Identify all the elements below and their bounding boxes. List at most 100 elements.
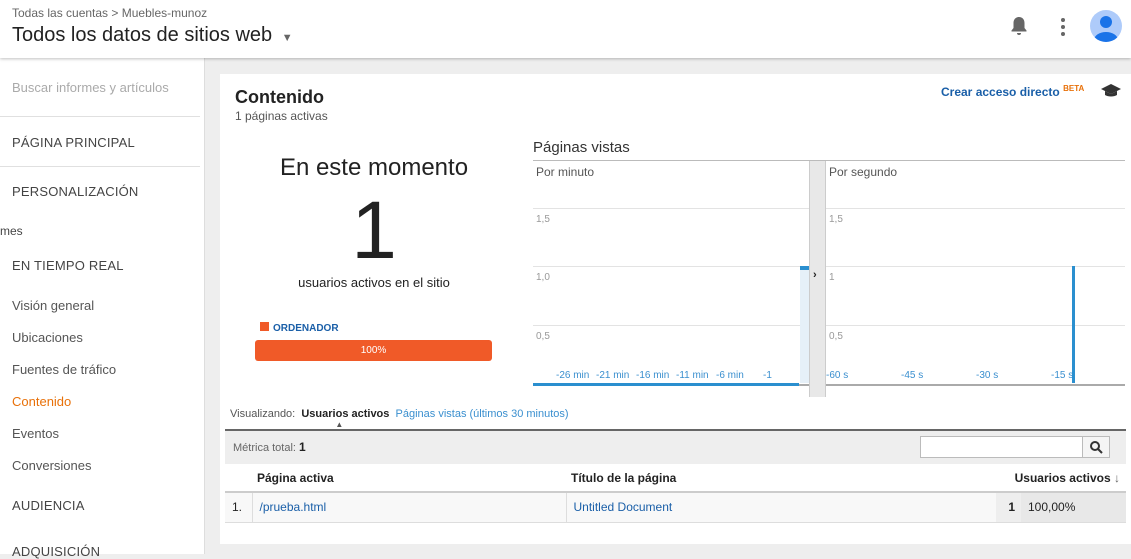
search-input[interactable]: Buscar informes y artículos — [12, 80, 169, 95]
graduation-cap-icon[interactable] — [1100, 82, 1122, 103]
row-percent: 100,00% — [1021, 492, 1126, 522]
more-vert-icon[interactable] — [1055, 16, 1071, 38]
x-tick-label: -11 min — [676, 370, 709, 381]
y-tick-label: 0,5 — [829, 330, 843, 342]
pageviews-title: Páginas vistas — [533, 139, 630, 156]
table-search-input[interactable] — [920, 436, 1083, 458]
bar — [799, 266, 809, 270]
column-header-users[interactable]: Usuarios activos ↓ — [996, 464, 1126, 492]
beta-badge: BETA — [1063, 84, 1085, 93]
per-second-label: Por segundo — [829, 165, 898, 179]
gridline — [533, 324, 809, 326]
sidebar-item-realtime[interactable]: EN TIEMPO REAL — [12, 258, 124, 273]
bar-baseline — [533, 383, 799, 386]
sidebar: Buscar informes y artículos PÁGINA PRINC… — [0, 58, 205, 559]
metric-total-label: Métrica total: — [233, 442, 296, 454]
table-toolbar: Métrica total: 1 — [225, 429, 1126, 464]
x-tick-label: -60 s — [826, 370, 849, 381]
viewing-label: Visualizando: — [230, 408, 296, 420]
per-minute-label: Por minuto — [536, 165, 595, 179]
row-index: 1. — [225, 492, 253, 522]
x-tick-label: -21 min — [596, 370, 630, 381]
sidebar-item-content[interactable]: Contenido — [12, 394, 72, 409]
bar-highlight — [799, 266, 809, 383]
bar — [1071, 266, 1075, 383]
y-tick-label: 1,0 — [536, 272, 550, 283]
now-heading: En este momento — [279, 154, 469, 181]
selected-tab-caret-icon: ▲ — [335, 420, 344, 429]
x-tick-label: -30 s — [976, 370, 999, 381]
caret-down-icon: ▼ — [281, 32, 293, 44]
x-tick-label: -6 min — [716, 370, 744, 381]
active-users-label: usuarios activos en el sitio — [298, 275, 450, 290]
sidebar-item-overview[interactable]: Visión general — [12, 298, 95, 313]
per-second-chart: Por segundo 1,5 1 0,5 -60 s -45 s -30 s -15 s — [826, 161, 1125, 397]
sidebar-item-home[interactable]: PÁGINA PRINCIPAL — [12, 135, 135, 150]
sidebar-item-conversions[interactable]: Conversiones — [12, 458, 92, 473]
gridline — [826, 324, 1125, 326]
x-tick-label: -45 s — [901, 370, 924, 381]
x-tick-label: -26 min — [556, 370, 590, 381]
content-card: Contenido 1 páginas activas Crear acceso… — [220, 74, 1131, 544]
y-tick-label: 0,5 — [536, 330, 550, 342]
metric-total-value: 1 — [299, 440, 306, 454]
sort-arrow-down-icon[interactable]: ↓ — [1114, 470, 1120, 485]
sidebar-item-customization[interactable]: PERSONALIZACIÓN — [12, 184, 139, 199]
metric-total: Métrica total: 1 — [233, 440, 306, 454]
sidebar-item-events[interactable]: Eventos — [12, 426, 59, 441]
viewing-tabs: Visualizando: Usuarios activos ▲ Páginas … — [230, 408, 569, 429]
gridline — [533, 266, 809, 267]
legend-swatch — [260, 322, 269, 331]
avatar[interactable] — [1090, 10, 1122, 42]
sidebar-item-traffic-sources[interactable]: Fuentes de tráfico — [12, 362, 117, 377]
x-tick-label: -15 s — [1051, 370, 1074, 381]
x-tick-label: -16 min — [636, 370, 670, 381]
row-users: 1 — [996, 492, 1021, 522]
data-table: Página activa Título de la página Usuari… — [225, 464, 1126, 523]
gridline — [533, 207, 809, 209]
breadcrumb-root[interactable]: Todas las cuentas — [12, 6, 109, 20]
create-shortcut-link[interactable]: Crear acceso directo BETA — [941, 84, 1084, 99]
sidebar-item-locations[interactable]: Ubicaciones — [12, 330, 83, 345]
x-tick-label: -1 — [763, 370, 772, 381]
tab-pageviews[interactable]: Páginas vistas (últimos 30 minutos) — [395, 408, 569, 420]
column-header-title[interactable]: Título de la página — [571, 470, 677, 485]
search-icon — [1090, 441, 1103, 454]
gridline — [826, 207, 1125, 209]
active-pages-count: 1 páginas activas — [235, 109, 328, 123]
column-header-page[interactable]: Página activa — [257, 470, 334, 485]
device-label: ORDENADOR — [273, 323, 339, 334]
row-title-link[interactable]: Untitled Document — [573, 500, 673, 515]
users-header-label: Usuarios activos — [1014, 470, 1111, 485]
breadcrumb-account[interactable]: Muebles-munoz — [121, 6, 208, 20]
baseline — [826, 384, 1125, 386]
gridline — [826, 266, 1125, 267]
active-users-count: 1 — [351, 185, 397, 276]
table-row: 1. /prueba.html Untitled Document 1 100,… — [225, 492, 1126, 522]
view-selector[interactable]: Todos los datos de sitios web ▼ — [12, 24, 293, 47]
device-legend: ORDENADOR — [260, 322, 339, 334]
page-title: Contenido — [235, 87, 324, 107]
search-button[interactable] — [1082, 436, 1110, 458]
device-progress-fill: 100% — [255, 340, 492, 361]
device-percent: 100% — [360, 345, 387, 356]
chart-expand-handle[interactable]: › — [809, 161, 826, 397]
sidebar-item-reports-partial: mes — [0, 224, 23, 238]
tab-active-users-label: Usuarios activos — [301, 408, 390, 420]
y-tick-label: 1 — [829, 272, 835, 283]
per-minute-chart: Por minuto 1,5 1,0 0,5 -26 min -21 min -16 mi… — [533, 161, 809, 397]
view-title: Todos los datos de sitios web — [12, 24, 273, 46]
sidebar-item-acquisition[interactable]: ADQUISICIÓN — [12, 544, 101, 559]
sidebar-item-audience[interactable]: AUDIENCIA — [12, 498, 85, 513]
device-progress-bar: 100% — [255, 340, 492, 361]
chevron-right-icon: › — [813, 269, 817, 281]
y-tick-label: 1,5 — [536, 213, 550, 225]
breadcrumb: Todas las cuentas > Muebles-munoz — [12, 6, 207, 20]
row-page-link[interactable]: /prueba.html — [252, 492, 567, 522]
create-shortcut-label: Crear acceso directo — [941, 85, 1060, 99]
tab-active-users[interactable]: Usuarios activos ▲ — [301, 408, 390, 429]
y-tick-label: 1,5 — [829, 213, 843, 225]
bell-icon[interactable] — [1008, 14, 1030, 38]
header: Todas las cuentas > Muebles-munoz Todos … — [0, 0, 1131, 58]
breadcrumb-separator: > — [111, 6, 119, 20]
